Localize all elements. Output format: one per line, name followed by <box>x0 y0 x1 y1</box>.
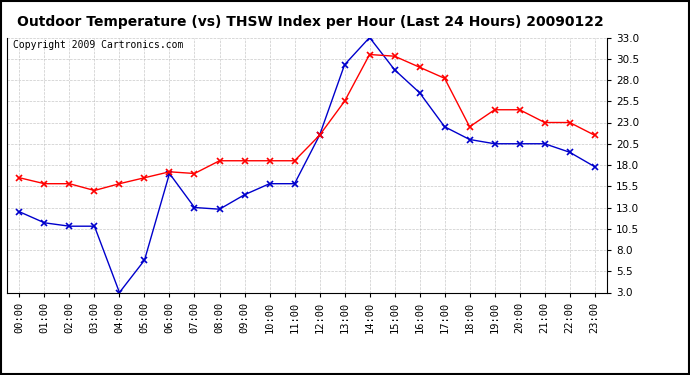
Text: Outdoor Temperature (vs) THSW Index per Hour (Last 24 Hours) 20090122: Outdoor Temperature (vs) THSW Index per … <box>17 15 604 29</box>
Text: Copyright 2009 Cartronics.com: Copyright 2009 Cartronics.com <box>13 40 184 50</box>
